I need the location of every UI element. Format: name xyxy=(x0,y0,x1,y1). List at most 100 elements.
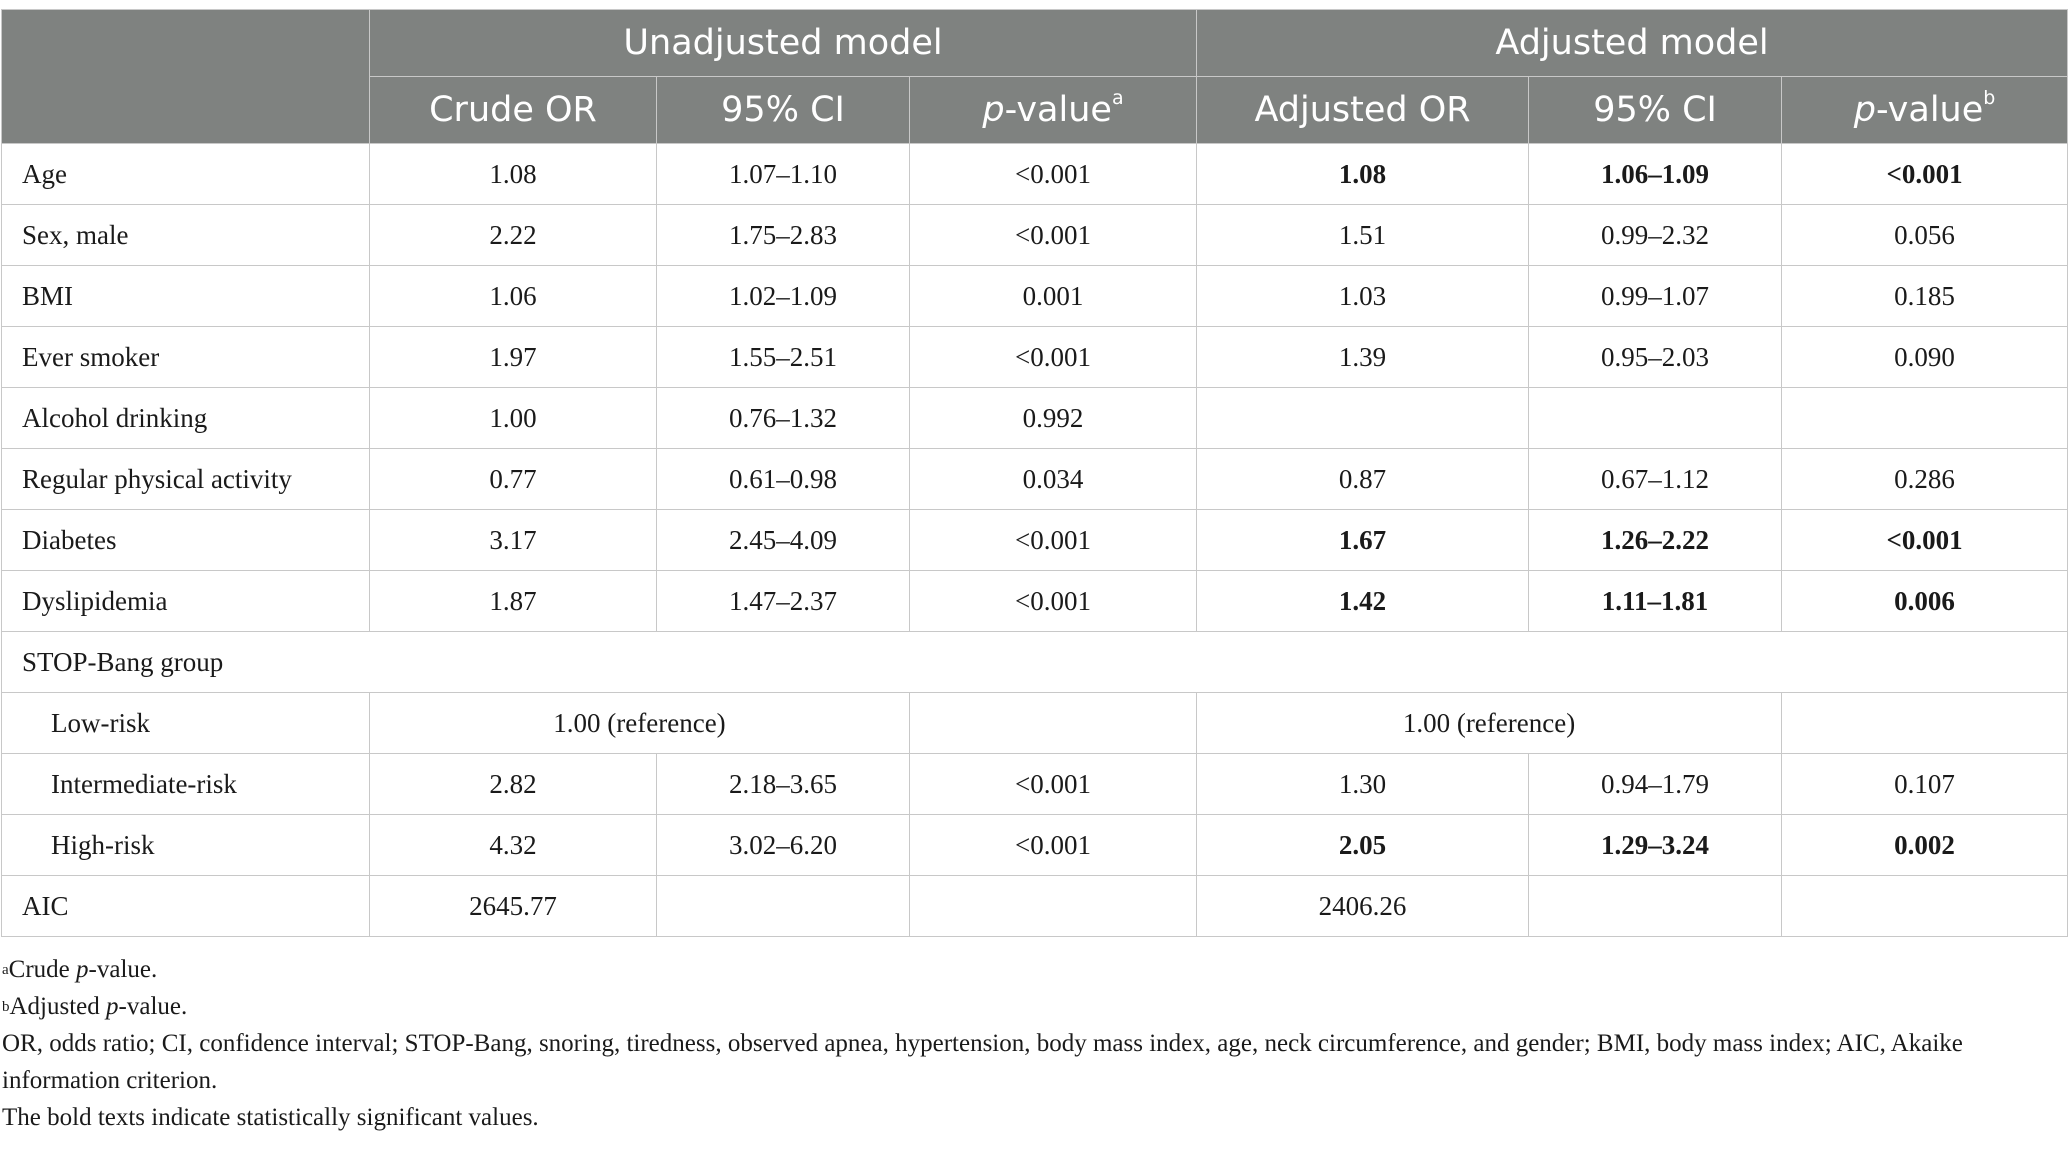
cell-crude-or: 0.77 xyxy=(369,448,657,510)
footnote-text: Crude xyxy=(8,956,77,983)
cell-ci-unadjusted: 2.45–4.09 xyxy=(656,509,910,571)
footnote-mark-a: a xyxy=(2,962,9,978)
cell-crude-or: 3.17 xyxy=(369,509,657,571)
cell-adjusted-or: 1.51 xyxy=(1196,204,1530,266)
header-row-groups: Unadjusted model Adjusted model xyxy=(1,9,2068,144)
cell-crude-or: 1.87 xyxy=(369,570,657,632)
cell-adjusted-or: 0.87 xyxy=(1196,448,1530,510)
cell-adjusted-or: 1.42 xyxy=(1196,570,1530,632)
cell-ci-adjusted: 0.94–1.79 xyxy=(1528,753,1783,815)
footnote-bold-note: The bold texts indicate statistically si… xyxy=(2,1104,539,1131)
cell-p-adjusted: 0.185 xyxy=(1781,265,2068,327)
table-row: Intermediate-risk 2.82 2.18–3.65 <0.001 … xyxy=(1,753,2068,815)
table-row-group-header: STOP-Bang group xyxy=(0,631,2068,693)
table-footnotes: aCrude p-value. bAdjusted p-value. OR, o… xyxy=(2,951,2062,1136)
table-row: Regular physical activity 0.77 0.61–0.98… xyxy=(1,448,2068,510)
cell-adjusted-or: 1.08 xyxy=(1196,143,1530,205)
footnote-text: Adjusted xyxy=(9,993,107,1020)
row-label: Age xyxy=(1,143,370,205)
table-row: BMI 1.06 1.02–1.09 0.001 1.03 0.99–1.07 … xyxy=(1,265,2068,327)
row-label: Ever smoker xyxy=(1,326,370,388)
table-row: Dyslipidemia 1.87 1.47–2.37 <0.001 1.42 … xyxy=(1,570,2068,632)
cell-adjusted-or: 1.03 xyxy=(1196,265,1530,327)
cell-p-adjusted: 0.002 xyxy=(1781,814,2068,876)
cell-p-unadjusted: 0.034 xyxy=(908,448,1198,510)
table-row: Sex, male 2.22 1.75–2.83 <0.001 1.51 0.9… xyxy=(1,204,2068,266)
cell-ci-unadjusted: 1.55–2.51 xyxy=(656,326,910,388)
cell-crude-or: 2645.77 xyxy=(369,875,657,937)
header-ci-adjusted: 95% CI xyxy=(1528,76,1783,144)
cell-p-adjusted: <0.001 xyxy=(1781,143,2068,205)
cell-crude-or: 1.08 xyxy=(369,143,657,205)
header-adjusted-or: Adjusted OR xyxy=(1196,76,1530,144)
row-label: Dyslipidemia xyxy=(1,570,370,632)
header-blank xyxy=(1,9,370,144)
cell-p-unadjusted xyxy=(908,692,1198,754)
cell-ci-adjusted xyxy=(1528,875,1783,937)
cell-p-adjusted: 0.006 xyxy=(1781,570,2068,632)
table-row: AIC 2645.77 2406.26 xyxy=(1,875,2068,937)
cell-p-unadjusted: <0.001 xyxy=(908,204,1198,266)
cell-ci-adjusted: 1.06–1.09 xyxy=(1528,143,1783,205)
cell-adjusted-or: 1.30 xyxy=(1196,753,1530,815)
cell-p-unadjusted: 0.992 xyxy=(908,387,1198,449)
header-unadjusted-model: Unadjusted model xyxy=(368,9,1198,77)
cell-ci-unadjusted: 3.02–6.20 xyxy=(656,814,910,876)
footnote-mark-a: a xyxy=(1111,87,1124,110)
cell-p-adjusted: 0.107 xyxy=(1781,753,2068,815)
cell-reference-unadjusted: 1.00 (reference) xyxy=(369,692,910,754)
cell-ci-unadjusted: 0.76–1.32 xyxy=(656,387,910,449)
cell-p-adjusted: 0.056 xyxy=(1781,204,2068,266)
cell-p-adjusted: <0.001 xyxy=(1781,509,2068,571)
cell-adjusted-or: 1.39 xyxy=(1196,326,1530,388)
row-label: STOP-Bang group xyxy=(0,631,2068,693)
footnote-italic-p: p xyxy=(106,993,119,1020)
table-row: Alcohol drinking 1.00 0.76–1.32 0.992 xyxy=(1,387,2068,449)
row-label: Alcohol drinking xyxy=(1,387,370,449)
cell-ci-unadjusted: 1.47–2.37 xyxy=(656,570,910,632)
table-row: Age 1.08 1.07–1.10 <0.001 1.08 1.06–1.09… xyxy=(1,143,2068,205)
results-table: Unadjusted model Adjusted model Crude OR… xyxy=(0,9,2068,937)
footnote-text: -value. xyxy=(118,993,188,1020)
footnote-italic-p: p xyxy=(76,956,89,983)
row-label: BMI xyxy=(1,265,370,327)
cell-ci-adjusted: 1.26–2.22 xyxy=(1528,509,1783,571)
cell-p-unadjusted: <0.001 xyxy=(908,326,1198,388)
cell-ci-adjusted xyxy=(1528,387,1783,449)
footnote-text: -value. xyxy=(88,956,158,983)
cell-p-adjusted: 0.090 xyxy=(1781,326,2068,388)
cell-crude-or: 1.00 xyxy=(369,387,657,449)
footnote-b: bAdjusted p-value. xyxy=(2,988,2062,1025)
cell-p-unadjusted: <0.001 xyxy=(908,814,1198,876)
cell-crude-or: 1.06 xyxy=(369,265,657,327)
cell-adjusted-or: 1.67 xyxy=(1196,509,1530,571)
cell-ci-unadjusted: 1.07–1.10 xyxy=(656,143,910,205)
cell-crude-or: 4.32 xyxy=(369,814,657,876)
cell-p-adjusted xyxy=(1781,692,2068,754)
cell-adjusted-or: 2.05 xyxy=(1196,814,1530,876)
cell-p-unadjusted: 0.001 xyxy=(908,265,1198,327)
row-label: Sex, male xyxy=(1,204,370,266)
cell-ci-adjusted: 0.95–2.03 xyxy=(1528,326,1783,388)
cell-ci-adjusted: 0.67–1.12 xyxy=(1528,448,1783,510)
header-ci-unadjusted: 95% CI xyxy=(656,76,910,144)
table-row: Diabetes 3.17 2.45–4.09 <0.001 1.67 1.26… xyxy=(1,509,2068,571)
row-label: Low-risk xyxy=(1,692,370,754)
cell-ci-unadjusted: 1.02–1.09 xyxy=(656,265,910,327)
cell-adjusted-or xyxy=(1196,387,1530,449)
cell-p-unadjusted: <0.001 xyxy=(908,509,1198,571)
cell-crude-or: 1.97 xyxy=(369,326,657,388)
cell-p-unadjusted: <0.001 xyxy=(908,753,1198,815)
cell-ci-adjusted: 1.29–3.24 xyxy=(1528,814,1783,876)
p-italic: p xyxy=(982,90,1005,130)
cell-p-adjusted: 0.286 xyxy=(1781,448,2068,510)
footnote-a: aCrude p-value. xyxy=(2,951,2062,988)
cell-ci-unadjusted: 0.61–0.98 xyxy=(656,448,910,510)
cell-adjusted-or: 2406.26 xyxy=(1196,875,1530,937)
footnote-abbreviations: OR, odds ratio; CI, confidence interval;… xyxy=(2,1030,1963,1094)
row-label: AIC xyxy=(1,875,370,937)
cell-ci-adjusted: 1.11–1.81 xyxy=(1528,570,1783,632)
p-rest: -value xyxy=(1004,90,1112,130)
cell-crude-or: 2.22 xyxy=(369,204,657,266)
cell-crude-or: 2.82 xyxy=(369,753,657,815)
